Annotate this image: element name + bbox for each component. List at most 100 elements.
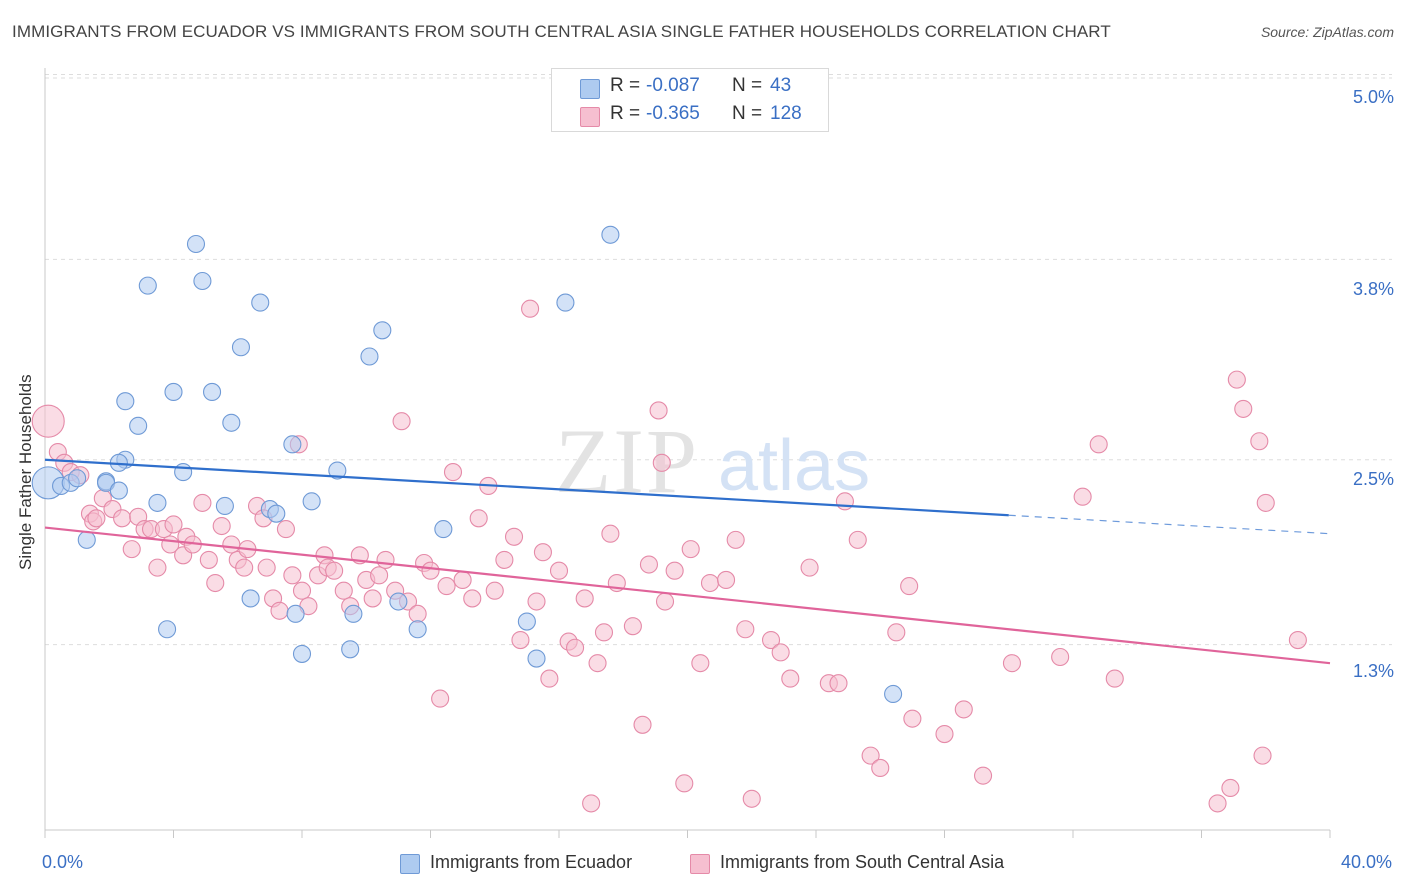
sca-point [700,573,720,593]
sca-point [527,592,546,611]
ecuador-point [222,413,241,432]
sca-point [164,515,183,534]
sca-point [594,623,614,642]
watermark: ZIP atlas [555,410,870,512]
x-tick-label-min: 0.0% [42,852,84,872]
sca-point [655,592,675,611]
sca-point [87,509,106,528]
sca-point [549,561,569,580]
ecuador-point [328,461,347,480]
ecuador-point [116,392,135,411]
sca-point [1250,432,1269,451]
sca-point [954,700,973,719]
sca-point [829,674,848,693]
legend-n-label: N = [732,75,763,96]
legend-n-value-sca: 128 [770,103,802,124]
series-sca-points [31,299,1307,813]
ecuador-point [601,225,620,244]
sca-point [871,758,890,778]
legend-swatch-sca [690,854,710,874]
legend-swatch-ecuador [580,79,600,99]
sca-point [1051,647,1070,667]
ecuador-point [408,620,427,639]
sca-point [887,623,906,642]
sca-point [1234,399,1253,418]
sca-point [1227,370,1246,389]
sca-point [206,573,225,593]
legend-r-value-sca: -0.365 [646,103,700,124]
sca-point [716,570,736,589]
sca-point [363,589,382,608]
sca-point [1253,746,1272,765]
ecuador-point [884,684,903,704]
sca-point [431,689,450,708]
legend-label-ecuador: Immigrants from Ecuador [430,852,633,872]
legend-row-sca: R = -0.365 N = 128 [552,101,828,129]
sca-point [1002,654,1022,673]
ecuador-point [174,463,193,482]
sca-point [469,509,488,528]
sca-point [292,581,312,600]
sca-point [113,509,132,528]
trend-lines [44,458,1331,665]
sca-point [691,654,710,673]
ecuador-point [302,492,321,511]
ecuador-point [109,481,128,500]
ecuador-point [77,530,96,549]
ecuador-trend-extension [1008,514,1331,535]
legend-r-label: R = [610,103,641,124]
sca-point [31,404,65,438]
sca-point [601,524,620,543]
sca-point [771,643,790,662]
legend-n-label: N = [732,103,763,124]
series-legend: Immigrants from Ecuador Immigrants from … [0,851,1406,877]
sca-point [421,561,440,580]
ecuador-point [360,347,379,366]
sca-point [485,581,504,600]
correlation-legend: R = -0.087 N = 43 R = -0.365 N = 128 [551,68,829,132]
sca-point [736,620,755,639]
x-tick-label-max: 40.0% [1340,852,1392,872]
y-tick-label: 3.8% [1352,279,1394,299]
y-axis-label: Single Father Households [16,374,35,570]
ecuador-point [341,640,360,659]
sca-point [848,530,867,549]
ecuador-point [215,496,234,516]
sca-point [222,535,241,554]
sca-point [533,543,552,562]
sca-point [935,724,954,744]
ecuador-point [434,520,453,539]
ecuador-point [164,382,183,401]
sca-point [835,492,854,511]
sca-point [540,669,559,688]
ecuador-point [193,271,212,291]
sca-point [639,555,659,574]
sca-point [511,630,530,650]
sca-point [652,453,671,472]
sca-point [1089,435,1108,454]
legend-swatch-sca [580,107,600,127]
legend-n-value-ecuador: 43 [770,75,792,96]
sca-point [193,493,212,512]
sca-point [1256,493,1275,512]
ecuador-point [344,604,363,623]
sca-point [800,558,819,577]
ecuador-point [517,612,536,631]
sca-point [443,463,463,482]
sca-point [270,601,289,620]
y-tick-label: 2.5% [1352,469,1394,489]
sca-point [1073,487,1092,506]
sca-point [1208,794,1227,813]
sca-point [1105,669,1124,688]
sca-point [199,550,218,569]
ecuador-point [251,293,270,312]
ecuador-point [203,382,222,401]
ecuador-point [148,493,167,512]
ecuador-point [267,504,286,523]
sca-point [1221,778,1240,798]
legend-r-label: R = [610,75,641,96]
ecuador-point [129,416,148,435]
sca-point [283,566,302,585]
sca-point [781,669,800,688]
